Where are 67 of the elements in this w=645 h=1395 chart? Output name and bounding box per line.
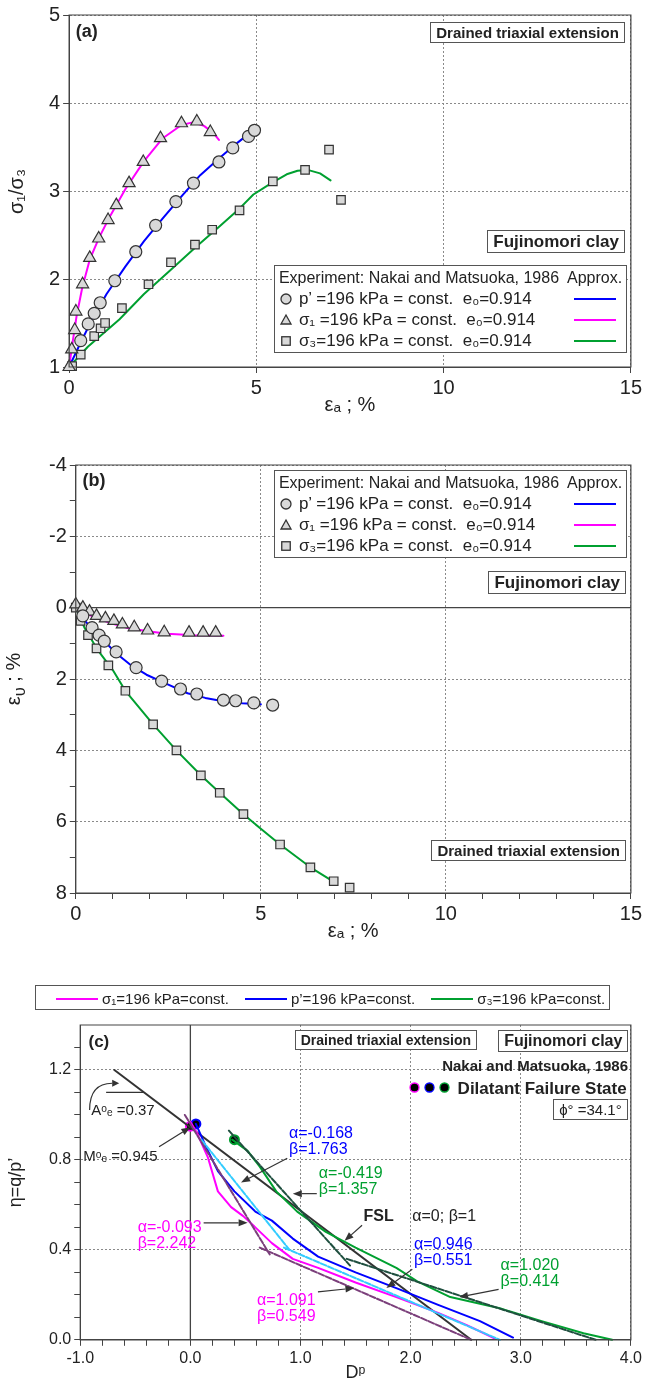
annotation: Fujinomori clay xyxy=(488,570,627,594)
annotation: α=1.020 β=0.414 xyxy=(500,1256,560,1290)
x-tick-label: 4.0 xyxy=(619,1348,643,1366)
y-tick-label: 1 xyxy=(49,354,61,377)
annotation: Drained triaxial extension xyxy=(294,1030,478,1051)
x-tick-label: 10 xyxy=(432,375,455,398)
y-tick-label: 2 xyxy=(55,666,67,689)
x-tick-label: 0.0 xyxy=(179,1348,202,1366)
x-tick-label: 1.0 xyxy=(289,1348,312,1366)
y-tick-label: 0.4 xyxy=(48,1240,72,1258)
y-tick-label: 6 xyxy=(55,809,67,832)
legend-label: σ₁=196 kPa=const. xyxy=(102,989,229,1007)
annotation: Drained triaxial extension xyxy=(431,839,626,861)
annotation: Approx. xyxy=(567,472,623,493)
x-tick-label: 5 xyxy=(255,901,267,924)
annotation: Approx. xyxy=(567,267,623,288)
annotation: α=-0.419 β=1.357 xyxy=(318,1163,383,1197)
x-tick-label: -1.0 xyxy=(66,1348,95,1366)
annotation: Fujinomori clay xyxy=(487,229,625,253)
x-tick-label: 15 xyxy=(619,901,642,924)
y-tick-label: 0.8 xyxy=(48,1150,72,1168)
legend-label: p’ =196 kPa = const. e₀=0.914 xyxy=(298,493,532,514)
annotation: (b) xyxy=(82,470,106,491)
x-tick-label: 10 xyxy=(434,901,457,924)
y-tick-label: -2 xyxy=(48,523,67,546)
x-axis-title: Dᵖ xyxy=(345,1361,366,1383)
annotation: Mᵒₑ =0.945 xyxy=(83,1146,158,1164)
legend-title: Experiment: Nakai and Matsuoka, 1986 xyxy=(278,267,560,288)
y-tick-label: 4 xyxy=(55,737,67,760)
legend-title: Experiment: Nakai and Matsuoka, 1986 xyxy=(278,472,560,493)
annotation: α=0; β=1 xyxy=(412,1206,477,1224)
annotation: (c) xyxy=(88,1031,110,1051)
annotation: Nakai and Matsuoka, 1986 xyxy=(442,1057,629,1075)
annotation: α=-0.168 β=1.763 xyxy=(289,1124,353,1158)
y-tick-label: 0 xyxy=(55,595,67,618)
annotation: Drained triaxial extension xyxy=(430,22,625,44)
x-tick-label: 3.0 xyxy=(509,1348,532,1366)
x-tick-label: 2.0 xyxy=(399,1348,422,1366)
x-axis-title: εₐ ; % xyxy=(324,393,376,416)
annotation: Aᵒₑ =0.37 xyxy=(91,1101,155,1119)
annotation: ϕ° =34.1° xyxy=(553,1099,628,1121)
y-tick-label: 0.0 xyxy=(48,1330,72,1348)
legend-label: p’=196 kPa=const. xyxy=(290,989,416,1007)
legend-label: σ₃=196 kPa=const. xyxy=(477,989,606,1007)
y-tick-label: 4 xyxy=(49,90,61,113)
legend-label: p’ =196 kPa = const. e₀=0.914 xyxy=(298,288,532,309)
y-tick-label: 8 xyxy=(55,880,67,903)
y-tick-label: 1.2 xyxy=(48,1060,72,1078)
annotation: Fujinomori clay xyxy=(498,1030,629,1053)
y-axis-title: σ₁/σ₃ xyxy=(4,168,28,214)
y-tick-label: 5 xyxy=(49,2,61,25)
legend-label: σ₃=196 kPa = const. e₀=0.914 xyxy=(298,535,532,556)
legend-label: σ₁ =196 kPa = const. e₀=0.914 xyxy=(298,309,536,330)
x-axis-title: εₐ ; % xyxy=(327,919,379,942)
annotation: FSL xyxy=(363,1206,394,1224)
x-tick-label: 5 xyxy=(250,375,262,398)
y-tick-label: -4 xyxy=(48,452,67,475)
annotation: α=1.091 β=0.549 xyxy=(256,1291,316,1325)
annotation: α=0.946 β=0.551 xyxy=(413,1235,473,1269)
legend-label: σ₃=196 kPa = const. e₀=0.914 xyxy=(298,330,532,351)
x-tick-label: 15 xyxy=(619,375,642,398)
legend-label: σ₁ =196 kPa = const. e₀=0.914 xyxy=(298,514,536,535)
annotation: (a) xyxy=(75,21,98,42)
y-tick-label: 3 xyxy=(49,178,61,201)
y-tick-label: 2 xyxy=(49,266,61,289)
y-axis-title: η=q/p’ xyxy=(5,1157,27,1208)
legend-label: Dilatant Failure State xyxy=(456,1079,627,1099)
